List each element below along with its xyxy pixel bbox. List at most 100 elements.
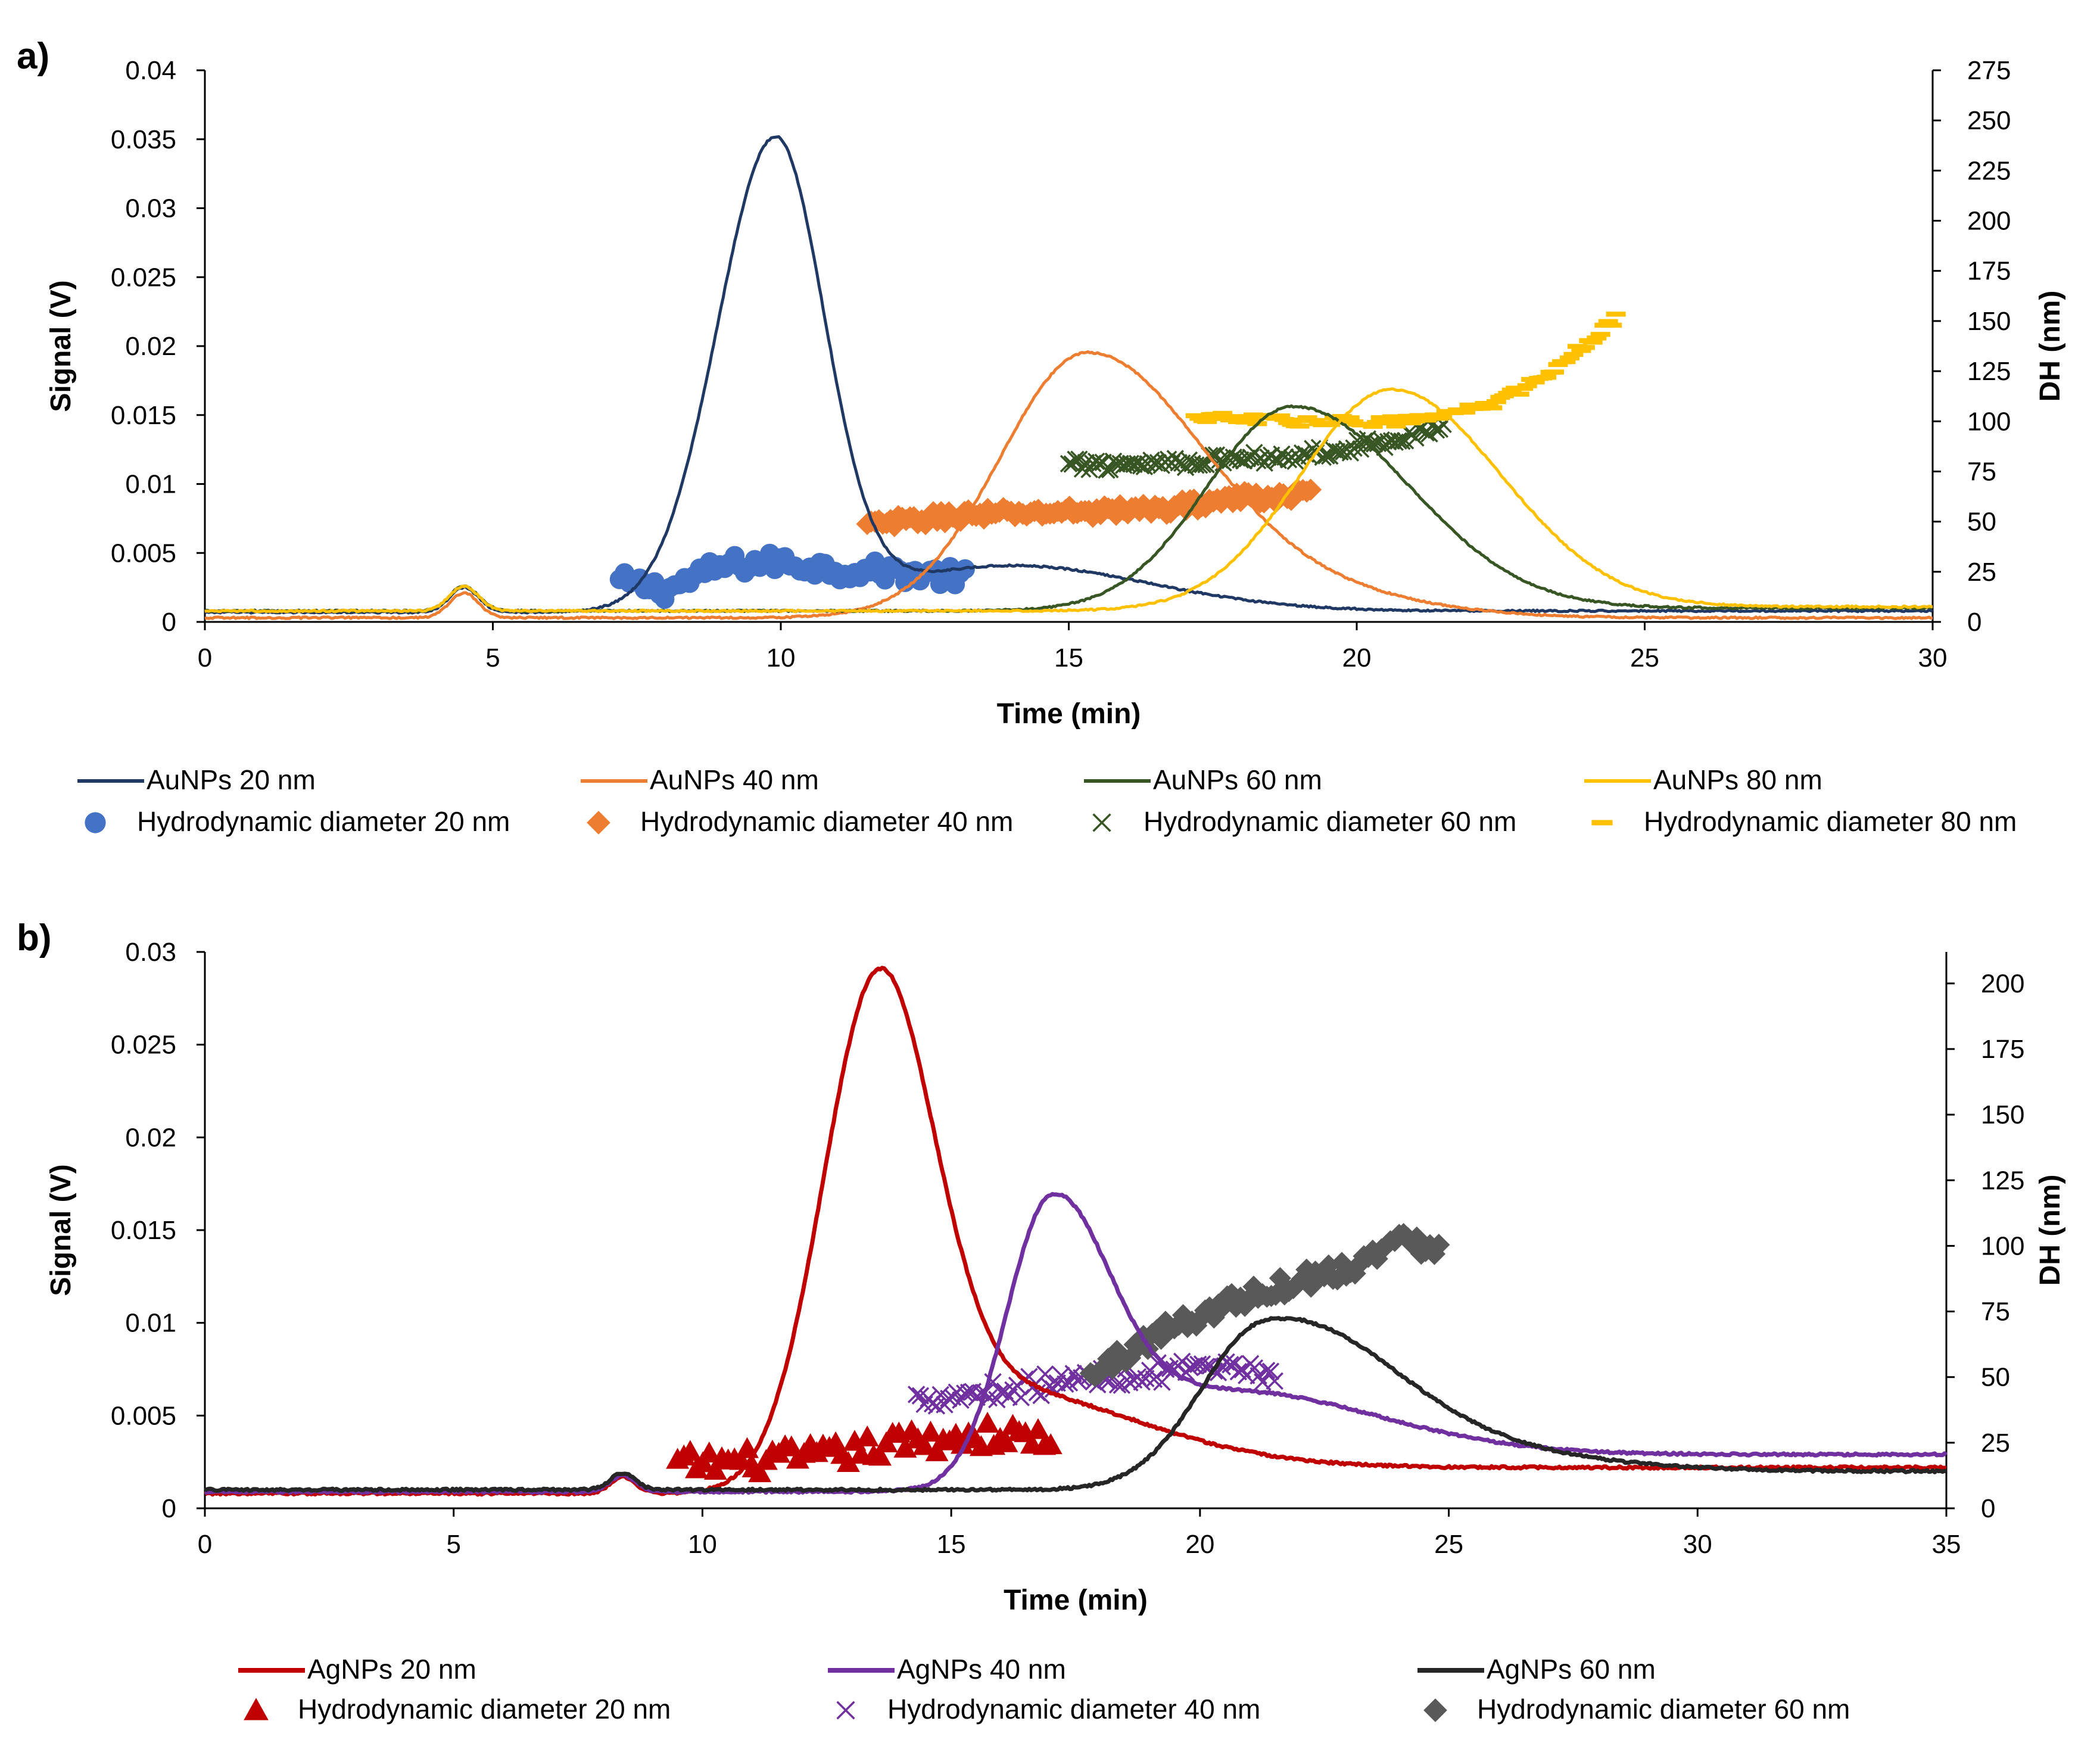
y-tick-label: 0.03	[125, 194, 176, 223]
data-point-triangle	[855, 1425, 879, 1446]
legend-marker-circle	[85, 812, 106, 833]
y2-tick-label: 125	[1967, 357, 2011, 386]
data-point-dash	[1470, 406, 1491, 411]
legend-label: Hydrodynamic diameter 80 nm	[1644, 806, 2017, 837]
data-point-x	[1056, 1375, 1074, 1393]
data-point-triangle	[925, 1440, 949, 1461]
x-tick-label: 25	[1630, 643, 1659, 673]
data-point-x	[1020, 1368, 1038, 1386]
data-point-dash	[1498, 391, 1518, 396]
x-tick-label: 5	[485, 643, 500, 673]
legend-label: Hydrodynamic diameter 40 nm	[887, 1694, 1260, 1725]
data-point-dash	[1556, 359, 1576, 365]
legend-marker-diamond	[1423, 1698, 1447, 1722]
data-point-dash	[1274, 416, 1294, 422]
data-point-dash	[1405, 418, 1425, 424]
legend-label: Hydrodynamic diameter 40 nm	[640, 806, 1013, 837]
panel-a-chart: a) 0 5 10 15 20 25 30 0 0.005 0.01 0.015 0.02 0.025 0.…	[17, 36, 2066, 837]
panel-label: b)	[17, 917, 52, 958]
y-axis-title: Signal (V)	[45, 280, 77, 412]
y-tick-label: 0	[162, 1494, 176, 1523]
x-tick-label: 0	[198, 1530, 212, 1559]
data-point-x	[1389, 432, 1407, 450]
data-point-dash	[1582, 340, 1603, 345]
y-tick-label: 0	[162, 608, 176, 637]
y-tick-label: 0.02	[125, 1123, 176, 1152]
data-point-dash	[1537, 375, 1557, 380]
data-point-diamond	[1105, 503, 1127, 526]
legend-marker-triangle	[244, 1698, 269, 1720]
y2-tick-label: 200	[1981, 969, 2024, 998]
y-tick-label: 0.035	[111, 125, 176, 154]
x-axis-title: Time (min)	[997, 698, 1141, 730]
data-point-dash	[1486, 399, 1506, 404]
data-point-dash	[1513, 385, 1534, 391]
data-point-dash	[1456, 409, 1476, 415]
legend-marker-dash	[1591, 820, 1613, 826]
data-point-dash	[1587, 335, 1607, 341]
data-point-dash	[1598, 319, 1618, 324]
data-point-dash	[1432, 415, 1453, 420]
y-tick-label: 0.005	[111, 539, 176, 568]
legend-label: AgNPs 60 nm	[1487, 1654, 1656, 1685]
y2-tick-label: 75	[1967, 457, 1996, 486]
x-tick-label: 30	[1683, 1530, 1712, 1559]
x-tick-label: 10	[767, 643, 796, 673]
data-point-x	[1087, 452, 1105, 471]
data-point-x	[1067, 450, 1085, 468]
data-point-dash	[1386, 423, 1406, 429]
y2-tick-label: 75	[1981, 1297, 2010, 1327]
data-point-dash	[1235, 419, 1255, 425]
y2-tick-label: 275	[1967, 56, 2011, 85]
x-tick-label: 30	[1918, 643, 1948, 673]
y-tick-label: 0.025	[111, 1031, 176, 1060]
data-point-triangle	[976, 1411, 999, 1433]
x-tick-label: 20	[1185, 1530, 1214, 1559]
data-point-triangle	[678, 1440, 702, 1461]
legend-marker-x	[1092, 813, 1111, 832]
data-point-dash	[1270, 413, 1291, 419]
x-tick-label: 25	[1434, 1530, 1463, 1559]
data-point-triangle	[697, 1441, 721, 1462]
data-point-triangle	[1026, 1418, 1050, 1439]
y2-tick-label: 250	[1967, 106, 2011, 135]
data-point-dash	[1370, 415, 1391, 421]
y-tick-label: 0.04	[125, 56, 176, 85]
data-point-dash	[1482, 405, 1503, 410]
data-point-dash	[1575, 345, 1595, 350]
data-point-dash	[1602, 322, 1622, 328]
y-tick-label: 0.01	[125, 470, 176, 499]
x-tick-label: 5	[446, 1530, 460, 1559]
y-tick-label: 0.01	[125, 1309, 176, 1338]
data-point-x	[1132, 457, 1150, 475]
data-point-x	[1098, 461, 1116, 479]
data-point-x	[927, 1397, 946, 1415]
series-line-4	[204, 387, 1933, 614]
y2-tick-label: 125	[1981, 1166, 2024, 1195]
data-point-triangle	[912, 1434, 936, 1455]
data-point-x	[1121, 455, 1140, 472]
scatter-series-1	[609, 543, 975, 609]
legend-label: Hydrodynamic diameter 60 nm	[1144, 806, 1516, 837]
data-point-triangle	[1039, 1433, 1063, 1455]
scatter-series-3	[1060, 415, 1452, 479]
data-point-triangle	[703, 1458, 727, 1480]
data-point-triangle	[893, 1436, 917, 1458]
y2-axis-title: DH (nm)	[2034, 291, 2066, 402]
x-tick-label: 15	[1054, 643, 1083, 673]
data-point-x	[1125, 455, 1143, 474]
series-line-2	[204, 350, 1933, 620]
data-point-dash	[1417, 417, 1437, 423]
legend-marker-diamond	[587, 811, 610, 835]
y-tick-label: 0.025	[111, 263, 176, 292]
y-axis-title: Signal (V)	[45, 1164, 77, 1296]
data-point-dash	[1590, 332, 1610, 337]
legend-label: AuNPs 40 nm	[650, 764, 819, 795]
y2-tick-label: 175	[1967, 257, 2011, 286]
data-point-dash	[1363, 424, 1383, 429]
legend-marker-x	[836, 1701, 855, 1720]
series-line-3	[204, 1316, 1947, 1493]
y2-tick-label: 25	[1981, 1428, 2010, 1458]
